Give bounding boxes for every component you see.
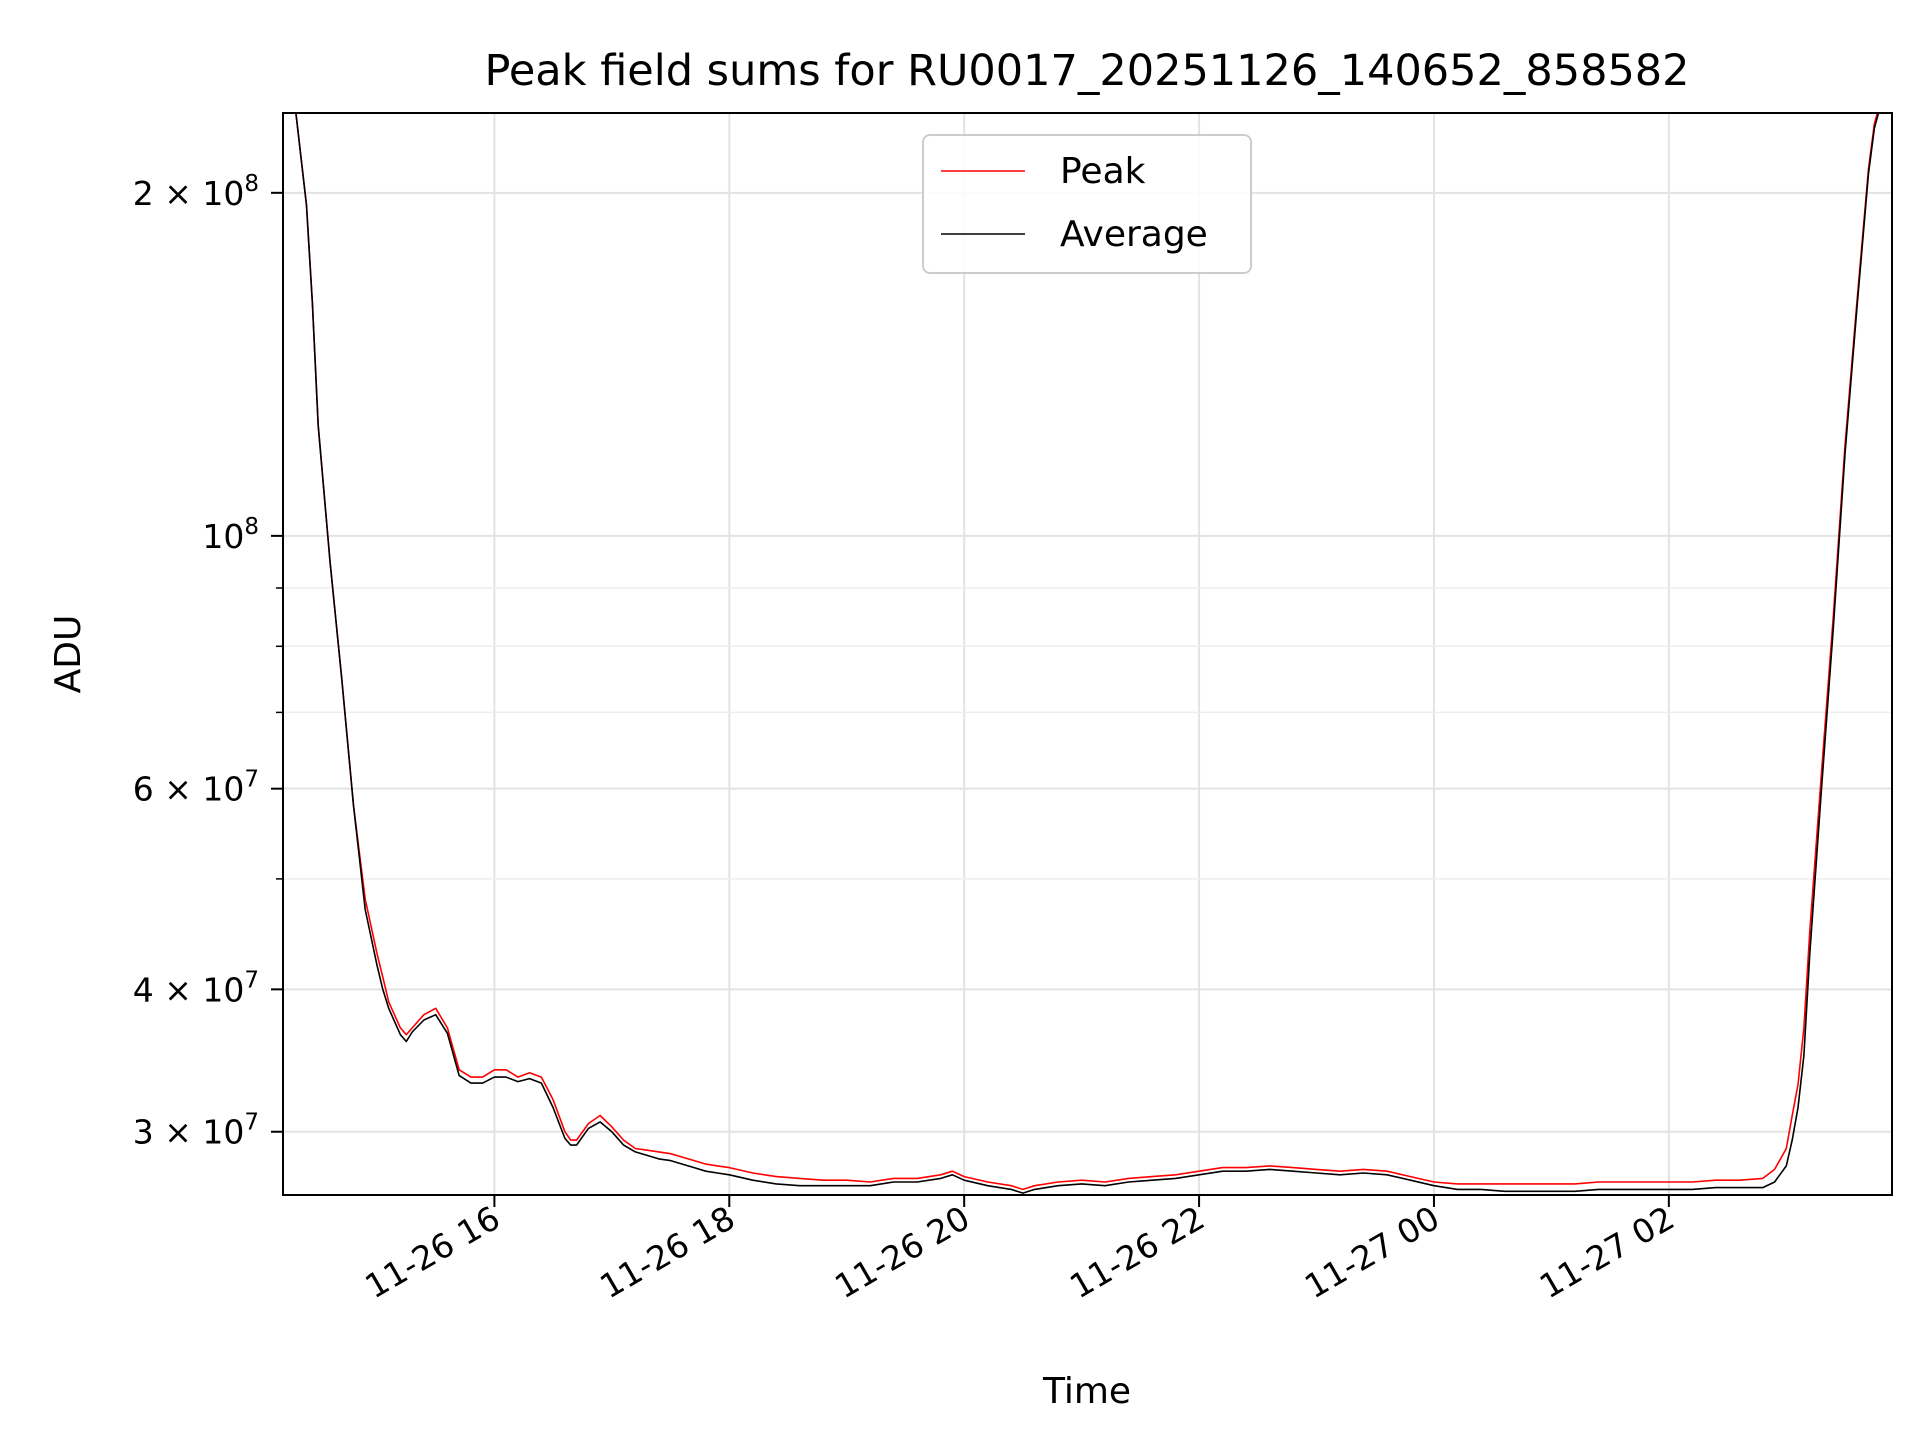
- legend-label-average: Average: [1060, 214, 1208, 255]
- y-tick-label: 6 × 107: [133, 767, 259, 809]
- y-tick-label: 2 × 108: [133, 171, 259, 213]
- average-series-line: [295, 113, 1880, 1194]
- chart-title: Peak field sums for RU0017_20251126_1406…: [484, 46, 1689, 96]
- legend: Peak Average: [922, 134, 1252, 274]
- y-tick-label: 108: [202, 514, 259, 556]
- x-axis-label: Time: [1042, 1371, 1131, 1412]
- series-layer: [295, 113, 1880, 1194]
- y-tick-label: 3 × 107: [133, 1110, 259, 1152]
- plot-frame: [282, 112, 1893, 1196]
- y-tick-label: 4 × 107: [133, 967, 259, 1009]
- legend-label-peak: Peak: [1060, 151, 1146, 192]
- y-axis-label: ADU: [48, 615, 89, 694]
- peak-series-line: [295, 113, 1879, 1191]
- legend-frame: [922, 134, 1252, 274]
